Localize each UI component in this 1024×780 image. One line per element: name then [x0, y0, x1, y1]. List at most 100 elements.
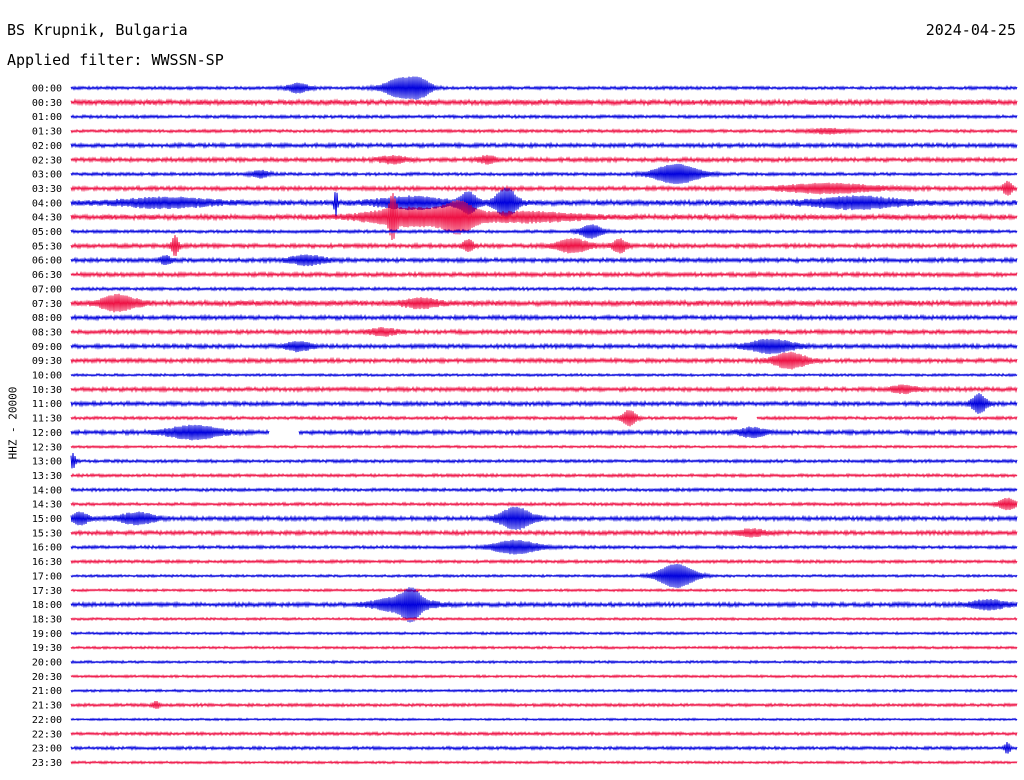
time-label: 13:00 — [32, 457, 62, 468]
trace-line — [70, 539, 1018, 555]
time-label: 03:30 — [32, 184, 62, 195]
station-title: BS Krupnik, Bulgaria — [7, 21, 188, 39]
trace-line — [70, 224, 1018, 239]
time-label: 13:30 — [32, 471, 62, 482]
time-label: 09:00 — [32, 342, 62, 353]
trace-line — [70, 113, 1018, 120]
time-label: 19:30 — [32, 643, 62, 654]
time-label: 12:30 — [32, 442, 62, 453]
time-label: 05:00 — [32, 227, 62, 238]
time-label: 22:30 — [32, 729, 62, 740]
time-label: 17:30 — [32, 586, 62, 597]
trace-line — [70, 270, 1018, 279]
trace-line — [70, 587, 1018, 593]
trace-line — [70, 141, 1018, 150]
time-label: 08:00 — [32, 313, 62, 324]
time-label: 01:00 — [32, 112, 62, 123]
time-label: 00:00 — [32, 84, 62, 95]
trace-line — [70, 452, 1018, 469]
trace-line — [70, 630, 1018, 636]
time-label: 06:00 — [32, 256, 62, 267]
trace-line — [70, 587, 1018, 623]
time-label: 09:30 — [32, 356, 62, 367]
trace-line — [70, 760, 1018, 765]
trace-line — [70, 384, 1018, 395]
time-label: 20:00 — [32, 658, 62, 669]
time-label: 02:30 — [32, 155, 62, 166]
trace-line — [70, 97, 1018, 107]
trace-line — [70, 327, 1018, 337]
time-label: 21:30 — [32, 701, 62, 712]
trace-line — [70, 410, 1018, 427]
time-label: 05:30 — [32, 241, 62, 252]
time-label: 10:30 — [32, 385, 62, 396]
time-label: 07:00 — [32, 284, 62, 295]
time-label: 19:00 — [32, 629, 62, 640]
trace-line — [70, 717, 1018, 722]
time-label: 12:00 — [32, 428, 62, 439]
time-label: 16:30 — [32, 557, 62, 568]
trace-line — [70, 285, 1018, 292]
time-label: 23:30 — [32, 758, 62, 769]
time-label: 11:30 — [32, 414, 62, 425]
trace-line — [70, 293, 1018, 313]
time-label: 14:00 — [32, 485, 62, 496]
time-label: 18:30 — [32, 614, 62, 625]
trace-line — [70, 372, 1018, 378]
time-label: 01:30 — [32, 127, 62, 138]
time-label: 04:30 — [32, 213, 62, 224]
trace-line — [70, 563, 1018, 589]
time-label: 00:30 — [32, 98, 62, 109]
time-label: 23:00 — [32, 744, 62, 755]
trace-line — [70, 393, 1018, 414]
time-label: 15:30 — [32, 528, 62, 539]
trace-line — [70, 688, 1018, 694]
trace-line — [70, 472, 1018, 479]
trace-line — [70, 730, 1018, 737]
trace-line — [70, 254, 1018, 267]
trace-line — [70, 701, 1018, 709]
trace-line — [70, 424, 1018, 441]
trace-line — [70, 338, 1018, 355]
trace-line — [70, 659, 1018, 665]
filter-label: Applied filter: WWSSN-SP — [7, 51, 224, 69]
trace-line — [70, 673, 1018, 679]
time-label: 18:00 — [32, 600, 62, 611]
trace-line — [70, 193, 1018, 241]
time-label: 21:00 — [32, 686, 62, 697]
trace-line — [70, 616, 1018, 622]
trace-line — [70, 127, 1018, 135]
trace-line — [70, 741, 1018, 754]
time-label: 10:00 — [32, 371, 62, 382]
trace-line — [70, 235, 1018, 257]
time-label: 16:00 — [32, 543, 62, 554]
time-label: 06:30 — [32, 270, 62, 281]
trace-line — [70, 497, 1018, 511]
trace-line — [70, 444, 1018, 450]
trace-line — [70, 486, 1018, 493]
time-label: 22:00 — [32, 715, 62, 726]
trace-line — [70, 154, 1018, 165]
time-label: 14:30 — [32, 500, 62, 511]
time-label: 02:00 — [32, 141, 62, 152]
time-label: 17:00 — [32, 571, 62, 582]
trace-line — [70, 76, 1018, 100]
trace-line — [70, 351, 1018, 370]
time-label: 15:00 — [32, 514, 62, 525]
trace-line — [70, 558, 1018, 565]
time-label: 04:00 — [32, 198, 62, 209]
record-date: 2024-04-25 — [925, 21, 1016, 39]
time-label: 03:00 — [32, 170, 62, 181]
trace-line — [70, 528, 1018, 538]
time-label: 07:30 — [32, 299, 62, 310]
time-label: 11:00 — [32, 399, 62, 410]
trace-line — [70, 180, 1018, 196]
trace-line — [70, 313, 1018, 322]
trace-line — [70, 645, 1018, 651]
trace-line — [70, 163, 1018, 184]
time-label: 08:30 — [32, 327, 62, 338]
time-label: 20:30 — [32, 672, 62, 683]
trace-line — [70, 506, 1018, 530]
trace-line — [70, 187, 1018, 218]
